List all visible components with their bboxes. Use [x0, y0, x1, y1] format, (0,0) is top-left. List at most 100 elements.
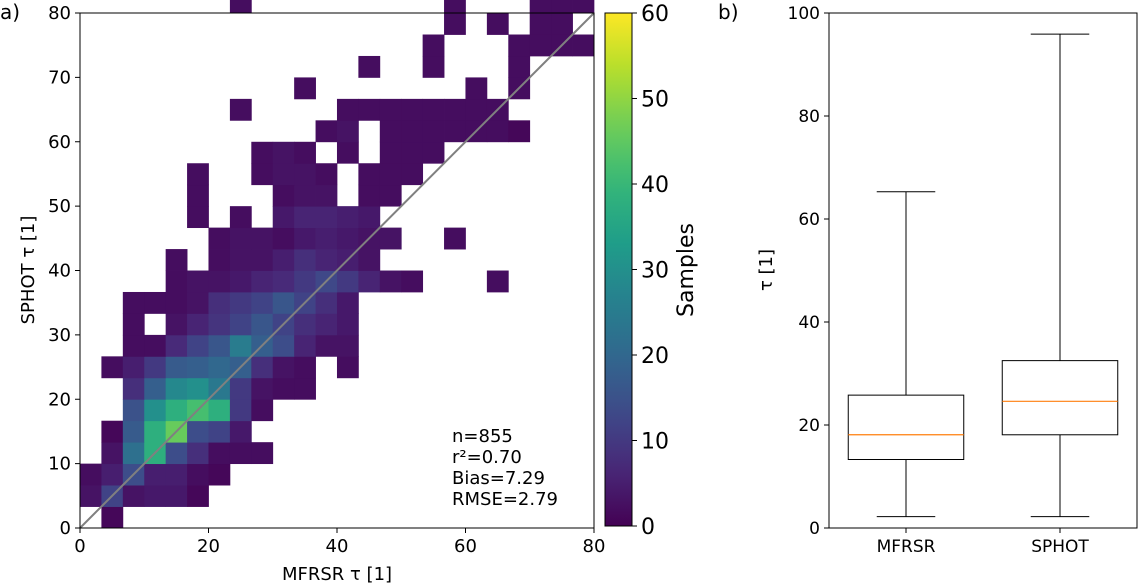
- heatmap-cell: [251, 270, 274, 293]
- heatmap-cell: [229, 313, 252, 336]
- heatmap-cell: [379, 120, 402, 143]
- heatmap-cell: [165, 485, 188, 507]
- heatmap-cell: [379, 98, 402, 121]
- colorbar: 0 10 20 30 40 50 60: [604, 2, 669, 540]
- heatmap-cell: [208, 463, 231, 486]
- boxplot-y-tick-label: 60: [798, 210, 820, 230]
- heatmap-cell: [229, 270, 252, 293]
- heatmap-cell: [336, 334, 359, 357]
- stats-annotation: n=855 r²=0.70 Bias=7.29 RMSE=2.79: [452, 426, 558, 510]
- x-tick-label: 80: [583, 536, 606, 557]
- heatmap-cell: [336, 206, 359, 229]
- heatmap-cell: [229, 0, 252, 14]
- heatmap-cell: [294, 313, 316, 336]
- heatmap-cell: [315, 334, 338, 357]
- heatmap-cell: [122, 442, 145, 465]
- y-tick-label: 60: [48, 132, 71, 153]
- heatmap-cell: [272, 356, 295, 379]
- heatmap-cell: [165, 463, 188, 486]
- heatmap-cell: [379, 184, 402, 207]
- heatmap-cell: [422, 98, 445, 121]
- heatmap-cell: [529, 0, 552, 14]
- heatmap-cell: [272, 141, 295, 164]
- colorbar-tick-label: 20: [641, 344, 669, 369]
- heatmap-cell: [229, 399, 252, 422]
- boxplot-y-tick-label: 40: [798, 313, 820, 333]
- heatmap-cell: [208, 399, 231, 422]
- heatmap-cell: [358, 55, 381, 78]
- heatmap-cell: [208, 227, 231, 250]
- heatmap-panel: 0 20 40 60 80 0 10 20 30 40 50 60 70 80: [48, 0, 605, 557]
- heatmap-cell: [251, 377, 274, 400]
- heatmap-cell: [187, 420, 209, 443]
- heatmap-cell: [122, 399, 145, 422]
- heatmap-cell: [294, 334, 316, 357]
- heatmap-cell: [294, 356, 316, 379]
- heatmap-cell: [294, 206, 316, 229]
- heatmap-cell: [572, 0, 595, 14]
- heatmap-cell: [401, 120, 424, 143]
- heatmap-cell: [336, 141, 359, 164]
- heatmap-cell: [122, 377, 145, 400]
- heatmap-cell: [272, 249, 295, 271]
- heatmap-cell: [529, 13, 552, 35]
- heatmap-cell: [208, 291, 231, 314]
- stats-rmse: RMSE=2.79: [452, 489, 558, 510]
- heatmap-cell: [336, 98, 359, 121]
- heatmap-cell: [422, 55, 445, 78]
- heatmap-cell: [444, 13, 466, 35]
- heatmap-cell: [187, 377, 209, 400]
- heatmap-cell: [379, 163, 402, 186]
- colorbar-label: Samples: [674, 223, 699, 317]
- heatmap-cell: [572, 34, 595, 57]
- heatmap-cell: [358, 163, 381, 186]
- heatmap-cell: [122, 356, 145, 379]
- heatmap-cell: [508, 34, 531, 57]
- heatmap-cell: [379, 270, 402, 293]
- heatmap-cell: [80, 463, 102, 486]
- heatmap-cell: [251, 227, 274, 250]
- colorbar-tick-label: 50: [641, 88, 669, 113]
- heatmap-cell: [101, 442, 124, 465]
- heatmap-cell: [294, 163, 316, 186]
- heatmap-cell: [187, 270, 209, 293]
- heatmap-cell: [294, 141, 316, 164]
- heatmap-cell: [465, 77, 488, 100]
- heatmap-cell: [229, 291, 252, 314]
- heatmap-cell: [358, 249, 381, 271]
- colorbar-gradient: [604, 12, 633, 527]
- heatmap-cell: [422, 34, 445, 57]
- heatmap-cell: [336, 356, 359, 379]
- x-tick-label: 20: [197, 536, 220, 557]
- heatmap-cell: [422, 141, 445, 164]
- colorbar-tick-label: 0: [641, 515, 655, 540]
- heatmap-cell: [315, 163, 338, 186]
- heatmap-cell: [187, 291, 209, 314]
- heatmap-cell: [229, 98, 252, 121]
- heatmap-cell: [251, 141, 274, 164]
- heatmap-cell: [486, 270, 509, 293]
- heatmap-cell: [272, 163, 295, 186]
- heatmap-cell: [144, 334, 167, 357]
- heatmap-cell: [272, 377, 295, 400]
- heatmap-cell: [229, 442, 252, 465]
- heatmap-cell: [187, 184, 209, 207]
- heatmap-cell: [208, 420, 231, 443]
- boxplot-y-tick-label: 100: [788, 4, 820, 24]
- heatmap-cell: [508, 120, 531, 143]
- heatmap-cell: [315, 206, 338, 229]
- heatmap-cell: [315, 249, 338, 271]
- heatmap-cell: [101, 463, 124, 486]
- heatmap-cell: [294, 377, 316, 400]
- heatmap-cell: [486, 13, 509, 35]
- heatmap-cell: [336, 270, 359, 293]
- heatmap-y-axis-label: SPHOT τ [1]: [18, 216, 39, 325]
- iqr-box: [1001, 360, 1119, 436]
- heatmap-cell: [251, 442, 274, 465]
- heatmap-cell: [165, 313, 188, 336]
- heatmap-x-axis-label: MFRSR τ [1]: [282, 564, 392, 583]
- heatmap-cell: [358, 184, 381, 207]
- boxplot-y-tick-label: 80: [798, 107, 820, 127]
- heatmap-cell: [529, 34, 552, 57]
- heatmap-cell: [187, 485, 209, 507]
